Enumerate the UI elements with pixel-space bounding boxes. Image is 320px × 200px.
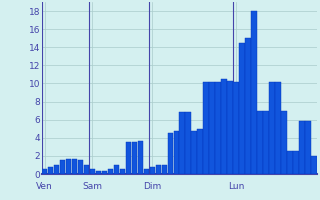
Bar <box>162 165 167 174</box>
Bar <box>180 112 185 174</box>
Bar <box>48 167 53 174</box>
Bar <box>305 121 310 174</box>
Bar <box>293 151 299 174</box>
Bar <box>191 131 197 174</box>
Bar <box>54 165 59 174</box>
Bar <box>233 82 239 174</box>
Bar <box>263 111 268 174</box>
Bar <box>209 82 215 174</box>
Bar <box>42 169 47 174</box>
Bar <box>168 133 173 174</box>
Bar <box>215 82 221 174</box>
Bar <box>197 129 203 174</box>
Bar <box>84 165 89 174</box>
Bar <box>186 112 191 174</box>
Bar <box>72 159 77 174</box>
Bar <box>227 81 233 174</box>
Bar <box>311 156 316 174</box>
Bar <box>90 169 95 174</box>
Bar <box>114 165 119 174</box>
Bar <box>60 160 65 174</box>
Bar <box>156 165 161 174</box>
Bar <box>149 167 155 174</box>
Bar <box>239 43 245 174</box>
Bar <box>173 131 179 174</box>
Bar <box>78 160 83 174</box>
Bar <box>257 111 263 174</box>
Bar <box>126 142 131 174</box>
Bar <box>251 11 257 174</box>
Bar <box>275 82 281 174</box>
Bar <box>96 171 101 174</box>
Bar <box>299 121 305 174</box>
Bar <box>287 151 292 174</box>
Bar <box>108 169 113 174</box>
Bar <box>102 171 107 174</box>
Bar <box>245 38 251 174</box>
Bar <box>144 169 149 174</box>
Bar <box>221 79 227 174</box>
Bar <box>132 142 137 174</box>
Bar <box>204 82 209 174</box>
Bar <box>66 159 71 174</box>
Bar <box>269 82 275 174</box>
Bar <box>120 169 125 174</box>
Bar <box>281 111 287 174</box>
Bar <box>138 141 143 174</box>
